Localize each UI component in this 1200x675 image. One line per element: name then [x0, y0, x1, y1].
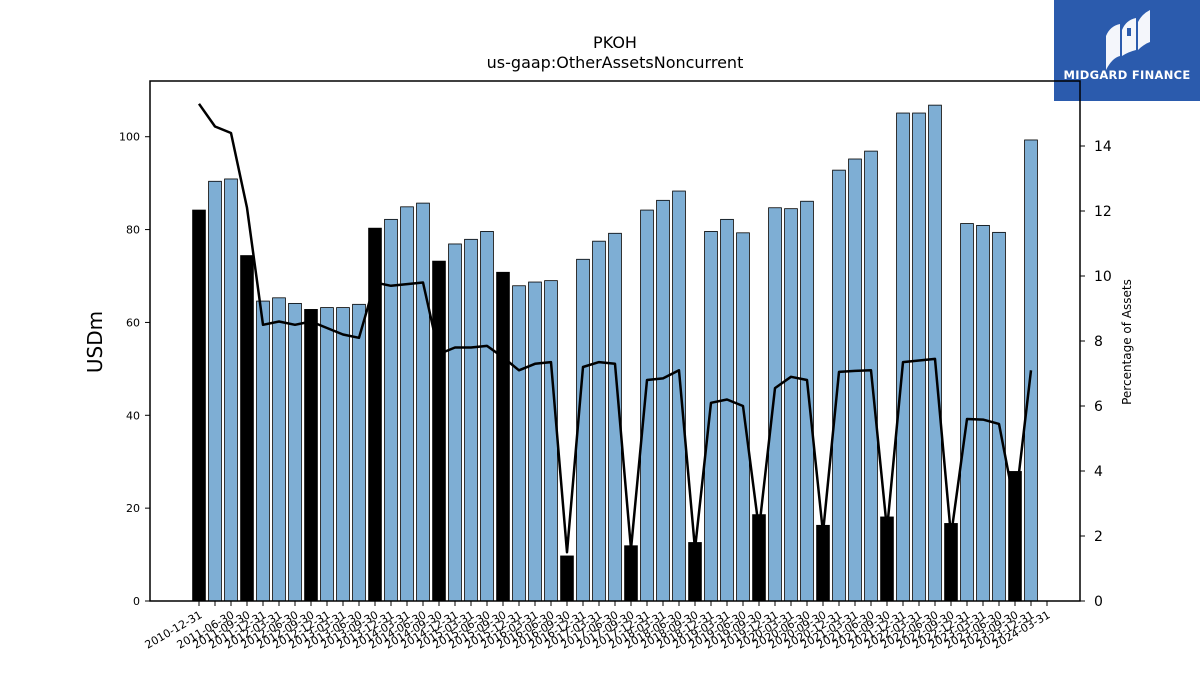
bar	[496, 271, 510, 602]
bar	[208, 180, 222, 602]
y-axis-label: USDm	[83, 311, 107, 373]
bar	[704, 231, 718, 602]
percentage-line	[197, 103, 1033, 554]
bar	[256, 300, 270, 602]
y2-tick-label: 14	[1094, 139, 1112, 155]
bar	[544, 280, 558, 602]
bar	[560, 555, 574, 602]
line-series	[197, 103, 1033, 554]
bar-series	[192, 104, 1038, 602]
bar	[656, 199, 670, 602]
bar	[832, 169, 846, 602]
bar	[288, 302, 302, 602]
y-tick-label: 0	[133, 595, 140, 608]
bar	[400, 206, 414, 602]
chart-title: PKOH	[593, 33, 637, 52]
bar	[224, 178, 238, 602]
bar	[432, 260, 446, 602]
bar	[896, 112, 910, 602]
bar	[272, 297, 286, 602]
y2-tick-label: 6	[1094, 399, 1103, 415]
y2-axis-label: Percentage of Assets	[1120, 279, 1134, 405]
bar	[464, 238, 478, 602]
bar	[720, 218, 734, 602]
bar	[352, 303, 366, 602]
y-tick-label: 100	[119, 131, 140, 144]
midgard-finance-logo: MIDGARD FINANCE	[1054, 0, 1200, 101]
bar	[928, 104, 942, 602]
bar	[848, 158, 862, 602]
bar	[912, 112, 926, 602]
bar	[480, 231, 494, 602]
bar	[240, 255, 254, 602]
bar	[768, 207, 782, 602]
bar	[1008, 471, 1022, 602]
y-tick-label: 60	[126, 316, 140, 329]
bar	[960, 223, 974, 602]
y2-tick-label: 0	[1094, 594, 1103, 610]
bar	[976, 224, 990, 602]
bar	[192, 209, 206, 602]
bar	[448, 243, 462, 602]
bar	[800, 200, 814, 602]
y2-tick-label: 8	[1094, 334, 1103, 350]
y-tick-label: 40	[126, 409, 140, 422]
bar	[688, 542, 702, 602]
bar	[528, 281, 542, 602]
bar	[320, 307, 334, 602]
logo-text: MIDGARD FINANCE	[1063, 68, 1191, 82]
bar	[624, 545, 638, 602]
midgard-logo-icon	[1106, 10, 1150, 70]
bar	[784, 208, 798, 602]
bar	[512, 285, 526, 602]
bar	[384, 218, 398, 602]
y2-tick-label: 12	[1094, 204, 1112, 220]
y-tick-label: 20	[126, 502, 140, 515]
bar	[416, 202, 430, 602]
y2-tick-label: 4	[1094, 464, 1103, 480]
bar	[736, 232, 750, 602]
axes: 020406080100024681012142010-12-312011-06…	[119, 80, 1112, 652]
y-tick-label: 80	[126, 224, 140, 237]
y2-tick-label: 2	[1094, 529, 1103, 545]
bar	[336, 307, 350, 602]
bar	[816, 524, 830, 602]
bar	[640, 209, 654, 602]
bar	[592, 240, 606, 602]
bar	[672, 190, 686, 602]
y2-tick-label: 10	[1094, 269, 1112, 285]
chart-subtitle: us-gaap:OtherAssetsNoncurrent	[487, 53, 744, 72]
bar	[992, 231, 1006, 602]
bar	[304, 309, 318, 602]
